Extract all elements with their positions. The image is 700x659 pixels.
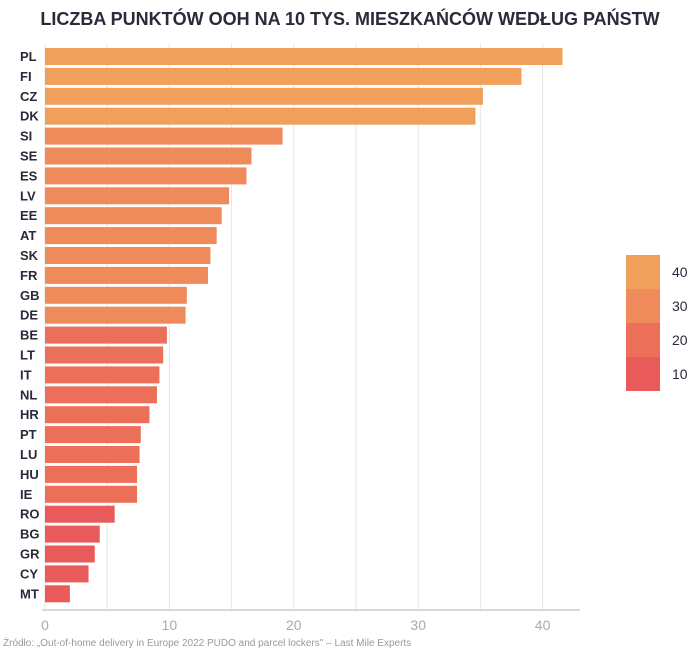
category-label: HU — [20, 467, 39, 482]
category-label: ES — [20, 168, 38, 183]
bar-mt — [45, 585, 70, 603]
bar-ro — [45, 505, 115, 523]
bar-cy — [45, 565, 89, 583]
category-label: IT — [20, 367, 32, 382]
source-note: Źródło: „Out-of-home delivery in Europe … — [3, 638, 412, 649]
legend-swatch — [626, 289, 660, 323]
category-label: FR — [20, 268, 38, 283]
x-tick-label: 40 — [535, 617, 551, 633]
legend-label: 30 — [672, 298, 688, 314]
category-label: LV — [20, 188, 36, 203]
bar-bg — [45, 525, 100, 543]
bar-ee — [45, 207, 222, 225]
category-label: GR — [20, 547, 40, 562]
bar-gb — [45, 286, 187, 304]
bar-pt — [45, 426, 141, 444]
bar-fi — [45, 67, 522, 85]
bar-lv — [45, 187, 230, 205]
bar-it — [45, 366, 160, 384]
category-label: SI — [20, 129, 32, 144]
bar-cz — [45, 87, 483, 105]
bar-de — [45, 306, 186, 324]
legend-swatch — [626, 357, 660, 391]
category-label: DE — [20, 308, 38, 323]
bar-be — [45, 326, 167, 344]
category-label: CZ — [20, 89, 37, 104]
category-label: RO — [20, 507, 40, 522]
x-tick-label: 30 — [410, 617, 426, 633]
bar-ie — [45, 485, 138, 503]
bar-lu — [45, 446, 140, 463]
category-label: AT — [20, 228, 36, 243]
bar-dk — [45, 107, 476, 125]
legend-label: 10 — [672, 366, 688, 382]
bar-nl — [45, 386, 157, 404]
bar-lt — [45, 346, 164, 364]
bar-fr — [45, 266, 208, 284]
bar-hu — [45, 465, 138, 483]
category-label: NL — [20, 387, 37, 402]
category-label: IE — [20, 487, 33, 502]
category-label: PL — [20, 49, 37, 64]
bar-at — [45, 227, 217, 245]
chart-title: LICZBA PUNKTÓW OOH NA 10 TYS. MIESZKAŃCÓ… — [40, 9, 660, 29]
category-label: EE — [20, 208, 38, 223]
category-label: FI — [20, 69, 32, 84]
legend-swatch — [626, 255, 660, 289]
legend-swatch — [626, 323, 660, 357]
x-tick-label: 20 — [286, 617, 302, 633]
category-label: GB — [20, 288, 40, 303]
bar-si — [45, 127, 283, 145]
category-label: LT — [20, 348, 35, 363]
x-tick-label: 10 — [162, 617, 178, 633]
category-label: HR — [20, 407, 39, 422]
category-label: SE — [20, 149, 38, 164]
category-label: DK — [20, 109, 39, 124]
category-label: PT — [20, 427, 37, 442]
bar-gr — [45, 545, 95, 563]
bar-se — [45, 147, 252, 165]
category-label: MT — [20, 586, 39, 601]
category-label: LU — [20, 447, 37, 462]
category-label: SK — [20, 248, 39, 263]
bar-pl — [45, 48, 563, 65]
x-tick-label: 0 — [41, 617, 49, 633]
category-label: BG — [20, 527, 40, 542]
bar-es — [45, 167, 247, 185]
bar-hr — [45, 406, 150, 424]
category-label: BE — [20, 328, 38, 343]
legend-label: 40 — [672, 264, 688, 280]
category-label: CY — [20, 566, 38, 581]
legend-label: 20 — [672, 332, 688, 348]
bar-sk — [45, 247, 211, 264]
